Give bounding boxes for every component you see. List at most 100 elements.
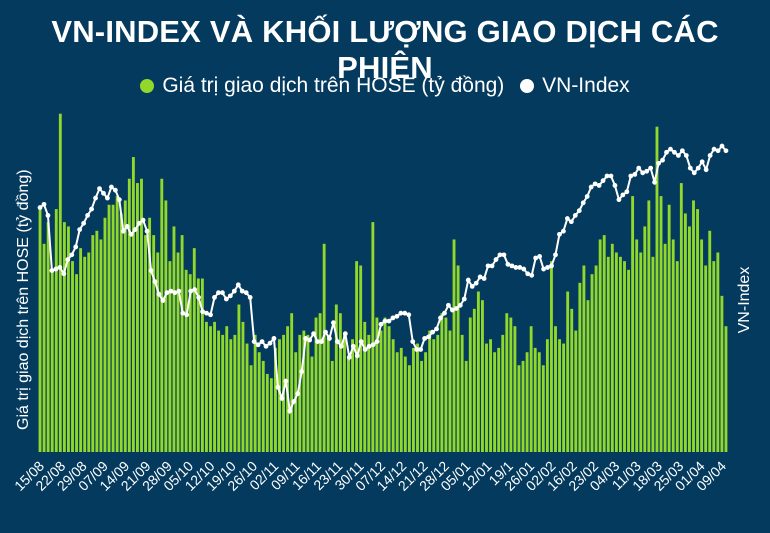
vn-index-point-14: [93, 195, 98, 201]
vn-index-point-23: [128, 231, 134, 237]
bar-85: [383, 317, 387, 452]
bar-1: [42, 243, 46, 452]
bar-168: [720, 295, 724, 452]
bar-70: [322, 243, 326, 452]
bar-122: [533, 347, 537, 452]
bar-4: [54, 209, 58, 452]
vn-index-point-59: [271, 336, 277, 341]
bar-111: [489, 339, 492, 452]
bar-9: [75, 274, 78, 452]
vn-index-point-72: [323, 329, 328, 335]
bar-72: [330, 360, 334, 452]
bar-13: [91, 235, 95, 453]
bar-23: [131, 157, 135, 453]
bar-127: [554, 326, 557, 452]
vn-index-point-116: [497, 252, 503, 258]
bar-159: [683, 213, 687, 452]
bar-50: [241, 321, 245, 453]
vn-index-point-146: [616, 197, 622, 203]
bar-95: [424, 352, 428, 452]
vn-index-point-159: [668, 146, 673, 152]
bar-145: [627, 269, 630, 452]
vn-index-point-33: [168, 288, 174, 294]
vn-index-point-60: [275, 384, 281, 390]
vn-index-point-165: [691, 170, 697, 176]
vn-index-point-87: [382, 318, 388, 324]
vn-index-point-124: [529, 272, 535, 278]
bar-8: [71, 261, 74, 452]
vn-index-point-19: [112, 187, 118, 193]
vn-index-point-75: [335, 339, 340, 344]
vn-index-point-135: [572, 213, 578, 218]
bar-32: [168, 261, 172, 452]
vn-index-point-156: [656, 160, 661, 166]
bar-11: [83, 256, 87, 452]
bar-101: [448, 330, 452, 452]
bar-143: [619, 256, 622, 452]
bar-155: [667, 204, 671, 452]
bar-153: [659, 196, 663, 452]
vn-index-point-20: [116, 197, 122, 203]
bar-141: [610, 243, 614, 452]
bar-140: [606, 256, 610, 452]
vn-index-point-108: [465, 277, 471, 283]
vn-index-point-13: [89, 206, 94, 212]
vn-index-point-66: [299, 369, 305, 374]
bar-76: [347, 356, 350, 452]
bar-20: [119, 213, 123, 452]
vn-index-point-143: [604, 173, 610, 179]
bar-44: [217, 330, 221, 452]
bar-105: [464, 360, 468, 452]
vn-index-point-49: [231, 288, 237, 294]
bar-81: [367, 334, 371, 452]
vn-index-point-41: [200, 309, 205, 315]
vn-index-point-129: [549, 263, 554, 269]
bar-107: [472, 308, 476, 452]
bar-75: [343, 334, 346, 452]
vn-index-point-119: [509, 263, 515, 269]
bar-115: [505, 313, 509, 452]
bar-19: [115, 196, 119, 452]
vn-index-point-111: [477, 274, 483, 280]
vn-index-point-166: [695, 165, 701, 171]
legend-line-swatch: [520, 79, 535, 94]
bar-104: [460, 334, 464, 452]
vn-index-point-171: [715, 148, 721, 154]
vn-index-point-56: [259, 339, 265, 344]
vn-index-point-79: [350, 343, 356, 349]
bar-15: [99, 239, 103, 452]
bar-49: [237, 304, 241, 452]
bar-120: [525, 352, 529, 452]
bar-42: [209, 326, 212, 452]
vn-index-point-73: [327, 336, 332, 341]
vn-index-point-61: [279, 395, 285, 401]
vn-index-point-18: [109, 184, 114, 190]
bar-51: [245, 343, 249, 452]
vn-index-point-86: [378, 321, 384, 327]
bar-57: [269, 378, 273, 452]
bar-146: [631, 196, 635, 452]
vn-index-point-7: [65, 257, 71, 262]
bar-66: [306, 334, 310, 452]
bar-58: [274, 347, 277, 452]
vn-index-point-101: [438, 315, 443, 321]
bar-124: [541, 365, 545, 452]
vn-index-point-1: [41, 201, 47, 207]
vn-index-point-26: [140, 217, 146, 223]
vn-index-point-144: [608, 173, 614, 179]
vn-index-point-38: [188, 288, 194, 294]
vn-index-point-155: [652, 179, 657, 185]
bar-28: [152, 235, 156, 453]
bar-137: [594, 265, 598, 452]
vn-index-point-6: [61, 271, 67, 277]
vn-index-point-151: [636, 165, 642, 171]
bar-82: [371, 222, 375, 452]
bar-94: [420, 360, 423, 452]
vn-index-point-53: [247, 295, 253, 300]
bar-27: [148, 217, 152, 452]
vn-index-point-98: [426, 334, 431, 340]
vn-index-point-15: [97, 186, 102, 192]
vn-index-point-99: [430, 329, 435, 335]
vn-index-point-133: [564, 216, 570, 221]
bar-5: [58, 113, 62, 453]
